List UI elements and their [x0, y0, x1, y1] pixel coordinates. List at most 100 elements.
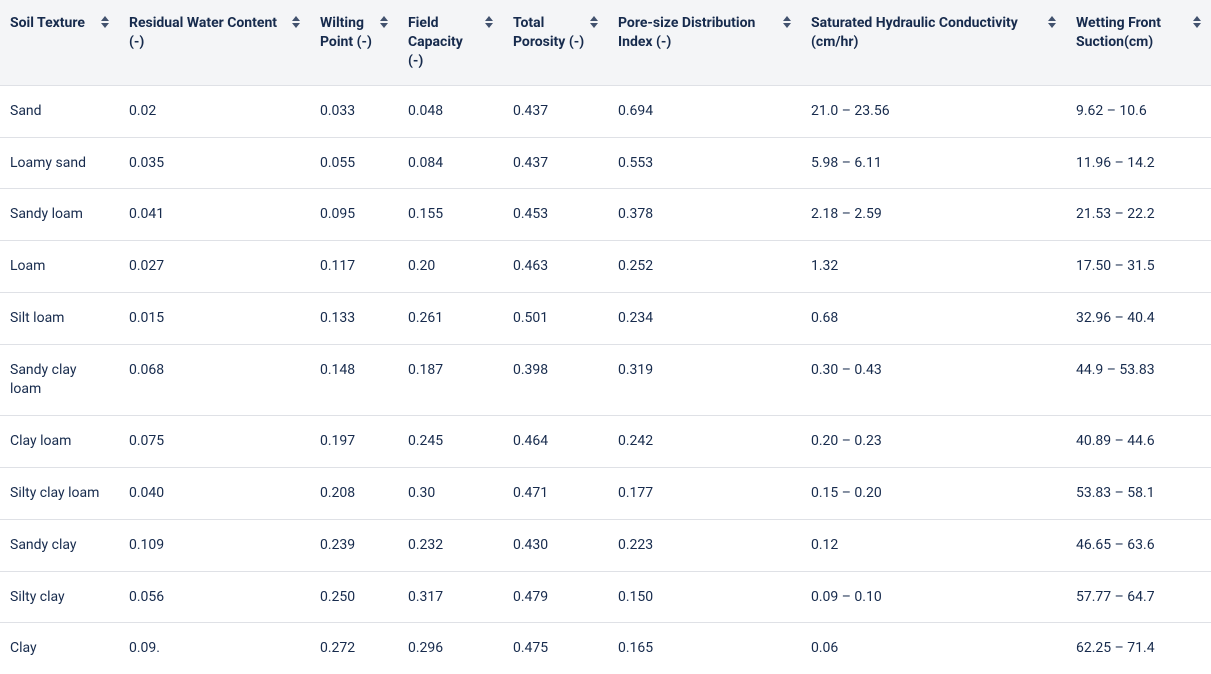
cell: 0.015	[119, 293, 310, 345]
col-header-field-capacity[interactable]: Field Capacity (-)	[398, 0, 503, 85]
cell: 0.06	[801, 623, 1066, 674]
cell: 0.095	[310, 189, 398, 241]
cell: 0.553	[608, 137, 801, 189]
cell: 0.133	[310, 293, 398, 345]
cell: 0.20 – 0.23	[801, 415, 1066, 467]
cell: 0.30 – 0.43	[801, 345, 1066, 416]
cell: 0.319	[608, 345, 801, 416]
cell: 0.453	[503, 189, 608, 241]
cell: 0.437	[503, 137, 608, 189]
cell: Silty clay loam	[0, 467, 119, 519]
cell: 0.068	[119, 345, 310, 416]
sort-icon[interactable]	[101, 16, 109, 28]
cell: 32.96 – 40.4	[1066, 293, 1211, 345]
col-header-wetting-front[interactable]: Wetting Front Suction(cm)	[1066, 0, 1211, 85]
cell: 0.378	[608, 189, 801, 241]
col-header-label: Pore-size Distribution Index (-)	[618, 14, 779, 52]
table-row: Clay0.09.0.2720.2960.4750.1650.0662.25 –…	[0, 623, 1211, 674]
cell: 0.041	[119, 189, 310, 241]
cell: Loamy sand	[0, 137, 119, 189]
cell: 44.9 – 53.83	[1066, 345, 1211, 416]
cell: 21.0 – 23.56	[801, 85, 1066, 137]
col-header-wilting-point[interactable]: Wilting Point (-)	[310, 0, 398, 85]
cell: 0.234	[608, 293, 801, 345]
cell: 0.208	[310, 467, 398, 519]
table-row: Sandy clay loam0.0680.1480.1870.3980.319…	[0, 345, 1211, 416]
sort-icon[interactable]	[380, 16, 388, 28]
col-header-label: Wilting Point (-)	[320, 14, 376, 52]
col-header-residual-wc[interactable]: Residual Water Content (-)	[119, 0, 310, 85]
cell: 21.53 – 22.2	[1066, 189, 1211, 241]
cell: 0.187	[398, 345, 503, 416]
cell: 5.98 – 6.11	[801, 137, 1066, 189]
cell: 0.02	[119, 85, 310, 137]
col-header-total-porosity[interactable]: Total Porosity (-)	[503, 0, 608, 85]
soil-properties-table: Soil Texture Residual Water Content (-) …	[0, 0, 1211, 674]
cell: 0.68	[801, 293, 1066, 345]
cell: 9.62 – 10.6	[1066, 85, 1211, 137]
cell: 0.250	[310, 571, 398, 623]
table-row: Silty clay loam0.0400.2080.300.4710.1770…	[0, 467, 1211, 519]
cell: 0.252	[608, 241, 801, 293]
cell: 0.048	[398, 85, 503, 137]
cell: Sand	[0, 85, 119, 137]
cell: 0.150	[608, 571, 801, 623]
cell: 0.165	[608, 623, 801, 674]
cell: 0.463	[503, 241, 608, 293]
cell: 0.040	[119, 467, 310, 519]
table-row: Silty clay0.0560.2500.3170.4790.1500.09 …	[0, 571, 1211, 623]
cell: 0.20	[398, 241, 503, 293]
cell: 62.25 – 71.4	[1066, 623, 1211, 674]
cell: 0.148	[310, 345, 398, 416]
cell: Sandy clay loam	[0, 345, 119, 416]
cell: Clay loam	[0, 415, 119, 467]
cell: 0.261	[398, 293, 503, 345]
cell: 0.056	[119, 571, 310, 623]
col-header-pore-size[interactable]: Pore-size Distribution Index (-)	[608, 0, 801, 85]
cell: Loam	[0, 241, 119, 293]
cell: Clay	[0, 623, 119, 674]
cell: 0.245	[398, 415, 503, 467]
cell: 0.223	[608, 519, 801, 571]
sort-icon[interactable]	[1193, 16, 1201, 28]
table-header-row: Soil Texture Residual Water Content (-) …	[0, 0, 1211, 85]
cell: 0.694	[608, 85, 801, 137]
table-row: Loamy sand0.0350.0550.0840.4370.5535.98 …	[0, 137, 1211, 189]
cell: 0.464	[503, 415, 608, 467]
col-header-sat-hyd-cond[interactable]: Saturated Hydraulic Conductivity (cm/hr)	[801, 0, 1066, 85]
cell: 0.033	[310, 85, 398, 137]
sort-icon[interactable]	[590, 16, 598, 28]
cell: Sandy loam	[0, 189, 119, 241]
col-header-label: Saturated Hydraulic Conductivity (cm/hr)	[811, 14, 1044, 52]
cell: Silt loam	[0, 293, 119, 345]
cell: 0.272	[310, 623, 398, 674]
cell: 17.50 – 31.5	[1066, 241, 1211, 293]
col-header-label: Wetting Front Suction(cm)	[1076, 14, 1189, 52]
cell: 0.501	[503, 293, 608, 345]
sort-icon[interactable]	[783, 16, 791, 28]
table-row: Sandy clay0.1090.2390.2320.4300.2230.124…	[0, 519, 1211, 571]
cell: 0.471	[503, 467, 608, 519]
col-header-soil-texture[interactable]: Soil Texture	[0, 0, 119, 85]
sort-icon[interactable]	[292, 16, 300, 28]
table-row: Loam0.0270.1170.200.4630.2521.3217.50 – …	[0, 241, 1211, 293]
col-header-label: Soil Texture	[10, 14, 85, 33]
cell: 0.027	[119, 241, 310, 293]
cell: 0.177	[608, 467, 801, 519]
cell: 0.437	[503, 85, 608, 137]
cell: 0.09.	[119, 623, 310, 674]
cell: 0.15 – 0.20	[801, 467, 1066, 519]
cell: Silty clay	[0, 571, 119, 623]
cell: 0.035	[119, 137, 310, 189]
cell: 0.296	[398, 623, 503, 674]
cell: 0.232	[398, 519, 503, 571]
cell: 0.317	[398, 571, 503, 623]
table-row: Sandy loam0.0410.0950.1550.4530.3782.18 …	[0, 189, 1211, 241]
cell: 0.430	[503, 519, 608, 571]
sort-icon[interactable]	[485, 16, 493, 28]
cell: 0.155	[398, 189, 503, 241]
table-row: Clay loam0.0750.1970.2450.4640.2420.20 –…	[0, 415, 1211, 467]
sort-icon[interactable]	[1048, 16, 1056, 28]
cell: 0.09 – 0.10	[801, 571, 1066, 623]
cell: 0.055	[310, 137, 398, 189]
